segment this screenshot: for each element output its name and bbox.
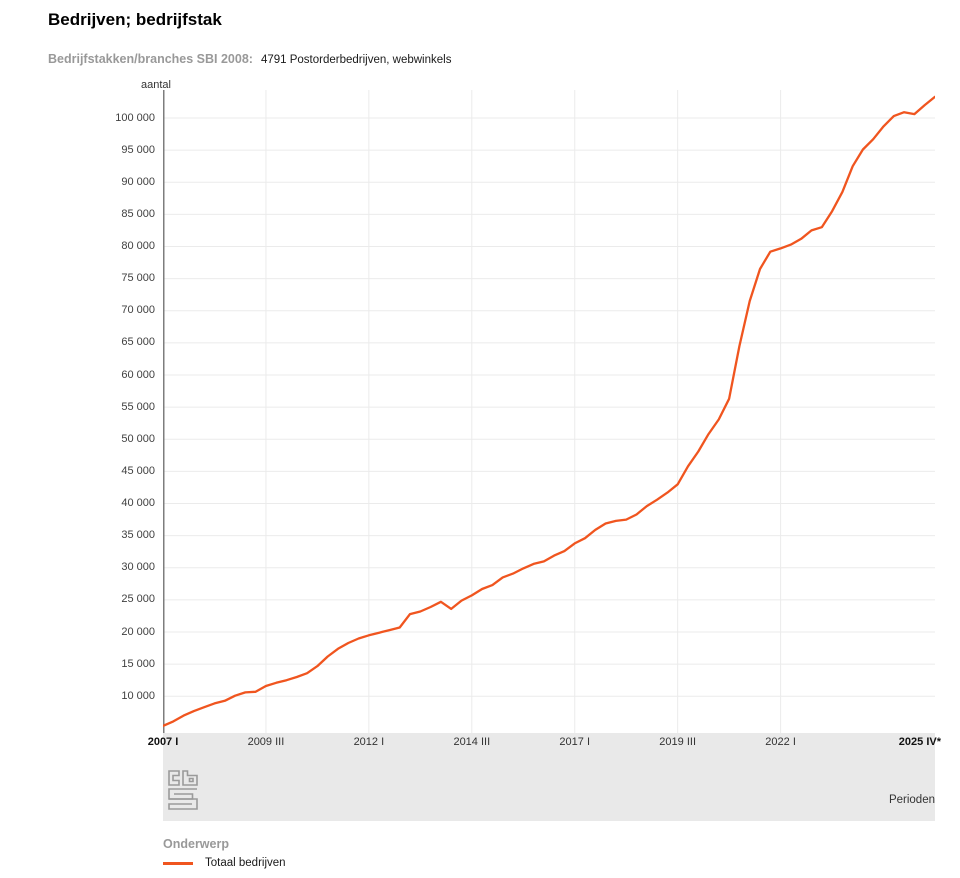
x-tick-label: 2019 III xyxy=(659,736,697,748)
series-line-totaal-bedrijven[interactable] xyxy=(163,95,935,728)
filter-label: Bedrijfstakken/branches SBI 2008: xyxy=(48,52,253,66)
y-tick-label: 95 000 xyxy=(121,143,155,156)
y-tick-label: 85 000 xyxy=(121,207,155,220)
line-chart-plot-area[interactable] xyxy=(163,90,935,733)
y-tick-label: 55 000 xyxy=(121,400,155,413)
x-tick-label: 2007 I xyxy=(147,736,179,748)
y-tick-label: 80 000 xyxy=(121,240,155,252)
cbs-logo-icon xyxy=(168,770,198,810)
y-tick-label: 90 000 xyxy=(121,175,155,188)
y-tick-label: 40 000 xyxy=(121,497,155,510)
y-axis-unit-label: aantal xyxy=(141,79,171,91)
y-tick-label: 30 000 xyxy=(121,561,155,574)
x-axis-band xyxy=(163,733,935,821)
x-tick-label: 2017 I xyxy=(559,736,591,748)
y-tick-label: 10 000 xyxy=(121,689,155,702)
x-tick-label: 2014 III xyxy=(453,736,491,748)
y-tick-label: 25 000 xyxy=(121,593,155,606)
y-tick-label: 60 000 xyxy=(121,368,155,381)
filter-bar: Bedrijfstakken/branches SBI 2008: 4791 Po… xyxy=(48,52,451,66)
y-tick-label: 15 000 xyxy=(121,657,155,670)
y-tick-label: 100 000 xyxy=(115,111,155,124)
page-title: Bedrijven; bedrijfstak xyxy=(48,10,222,29)
legend-group-title: Onderwerp xyxy=(163,837,229,851)
filter-value[interactable]: 4791 Postorderbedrijven, webwinkels xyxy=(260,54,452,66)
y-tick-label: 50 000 xyxy=(121,432,155,445)
y-tick-label: 65 000 xyxy=(121,336,155,349)
x-axis-title: Perioden xyxy=(888,794,935,806)
y-tick-label: 45 000 xyxy=(121,464,155,477)
x-tick-label: 2012 I xyxy=(353,736,385,748)
y-tick-label: 75 000 xyxy=(121,272,155,285)
x-tick-label: 2025 IV* xyxy=(898,736,941,748)
y-tick-label: 35 000 xyxy=(121,529,155,542)
y-tick-label: 70 000 xyxy=(121,304,155,317)
legend-series-label: Totaal bedrijven xyxy=(205,857,286,869)
legend-line-swatch xyxy=(163,861,193,865)
x-tick-label: 2009 III xyxy=(247,736,285,748)
x-tick-label: 2022 I xyxy=(765,736,796,748)
legend-item[interactable]: Totaal bedrijven xyxy=(163,857,286,869)
y-tick-label: 20 000 xyxy=(121,625,155,638)
